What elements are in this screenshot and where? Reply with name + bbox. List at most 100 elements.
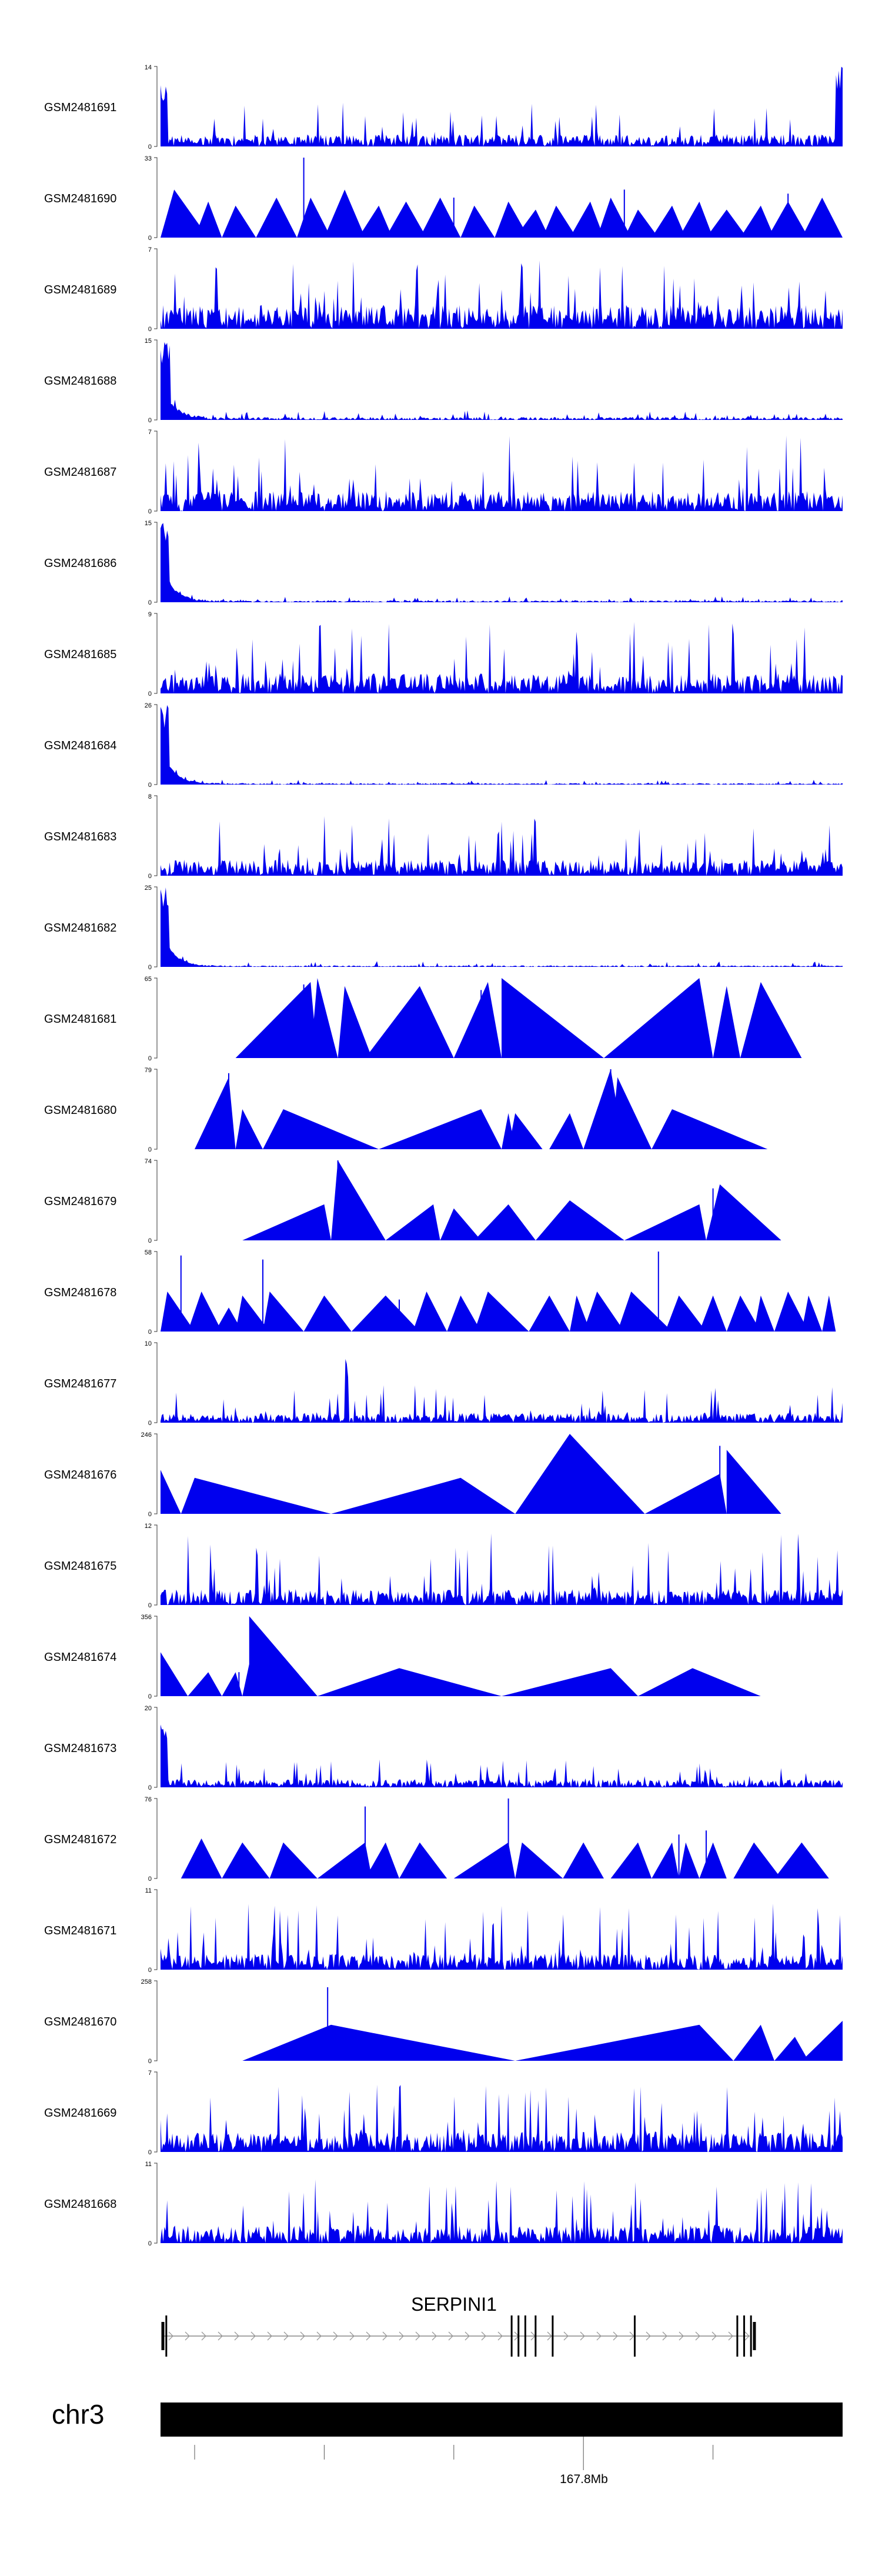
track-GSM2481690: GSM2481690 33 0 [44,155,843,242]
exon [552,2315,554,2357]
y-axis-min-label: 0 [148,1511,152,1518]
coverage-area [161,1724,843,1787]
coverage-area [242,1160,781,1240]
coverage-area [161,523,843,602]
y-axis [154,248,158,329]
y-axis [154,1707,158,1788]
exon [165,2315,168,2357]
track-label: GSM2481680 [44,1104,116,1117]
track-GSM2481684: GSM2481684 26 0 [44,702,843,789]
strand-arrow [168,2331,173,2341]
gene-name-label: SERPINI1 [411,2294,497,2315]
strand-arrow [481,2331,486,2341]
y-axis-max-label: 25 [145,885,152,892]
coverage-area [161,435,843,511]
strand-arrow [679,2331,684,2341]
y-axis [154,2071,158,2153]
y-axis-min-label: 0 [148,873,152,880]
exon [633,2315,636,2357]
y-axis [154,66,158,147]
y-axis-max-label: 15 [145,520,152,527]
chromosome-track: chr3 167.8Mb [52,2399,843,2486]
y-axis-min-label: 0 [148,1784,152,1791]
y-axis-min-label: 0 [148,2240,152,2247]
y-axis-min-label: 0 [148,782,152,789]
coverage-area [161,66,843,146]
y-axis-max-label: 74 [145,1158,152,1165]
y-axis-min-label: 0 [148,2149,152,2156]
coverage-area [161,1434,781,1514]
y-axis-max-label: 9 [148,611,152,618]
y-axis-max-label: 79 [145,1067,152,1074]
strand-arrow [300,2331,305,2341]
track-label: GSM2481671 [44,1924,116,1937]
strand-arrow [497,2331,503,2341]
exon [161,2322,165,2350]
y-axis-max-label: 11 [145,2161,152,2168]
coverage-area [195,1069,768,1149]
exon [750,2315,752,2357]
y-axis-min-label: 0 [148,1967,152,1974]
y-axis [154,157,158,238]
y-axis [154,431,158,512]
track-GSM2481679: GSM2481679 74 0 [44,1158,781,1244]
strand-arrow [283,2331,289,2341]
y-axis-max-label: 258 [141,1978,152,1986]
strand-arrow [415,2331,420,2341]
track-label: GSM2481673 [44,1742,116,1755]
exon [743,2315,746,2357]
y-axis [154,339,158,421]
y-axis-max-label: 12 [145,1523,152,1530]
coverage-area [161,342,843,420]
chromosome-bar [161,2403,843,2437]
track-label: GSM2481676 [44,1469,116,1481]
track-label: GSM2481682 [44,922,116,935]
strand-arrow [547,2331,552,2341]
track-GSM2481685: GSM2481685 9 0 [44,611,843,698]
strand-arrow [234,2331,239,2341]
y-axis-max-label: 7 [148,246,152,253]
strand-arrow [695,2331,700,2341]
strand-arrow [316,2331,322,2341]
track-GSM2481678: GSM2481678 58 0 [44,1249,836,1336]
axis-tick-label: 167.8Mb [560,2472,608,2486]
track-label: GSM2481677 [44,1377,116,1390]
strand-arrow [366,2331,371,2341]
y-axis-max-label: 356 [141,1614,152,1621]
y-axis [154,613,158,694]
y-axis-min-label: 0 [148,1602,152,1609]
coverage-area [181,1838,829,1878]
strand-arrow [267,2331,272,2341]
y-axis [154,1433,158,1514]
strand-arrow [349,2331,355,2341]
y-axis-min-label: 0 [148,1055,152,1062]
strand-arrow [399,2331,404,2341]
y-axis-max-label: 76 [145,1796,152,1803]
coverage-area [161,622,843,693]
coverage-area [161,2084,843,2152]
y-axis-max-label: 58 [145,1249,152,1256]
strand-arrow [250,2331,256,2341]
y-axis-max-label: 14 [145,64,152,71]
y-axis-min-label: 0 [148,1329,152,1336]
strand-arrow [613,2331,618,2341]
strand-arrow [744,2331,750,2341]
coverage-area [161,2179,843,2243]
track-label: GSM2481686 [44,557,116,570]
strand-arrow [580,2331,585,2341]
track-GSM2481670: GSM2481670 258 0 [44,1978,843,2065]
track-label: GSM2481675 [44,1560,116,1573]
y-axis-min-label: 0 [148,690,152,698]
track-label: GSM2481674 [44,1651,116,1664]
y-axis [154,704,158,785]
gene-model [161,2315,756,2357]
coverage-area [161,887,843,967]
track-label: GSM2481687 [44,466,116,479]
y-axis-min-label: 0 [148,599,152,606]
y-axis-max-label: 7 [148,429,152,436]
y-axis-max-label: 10 [145,1340,152,1347]
strand-arrow [646,2331,651,2341]
strand-arrow [218,2331,223,2341]
y-axis-max-label: 33 [145,155,152,162]
